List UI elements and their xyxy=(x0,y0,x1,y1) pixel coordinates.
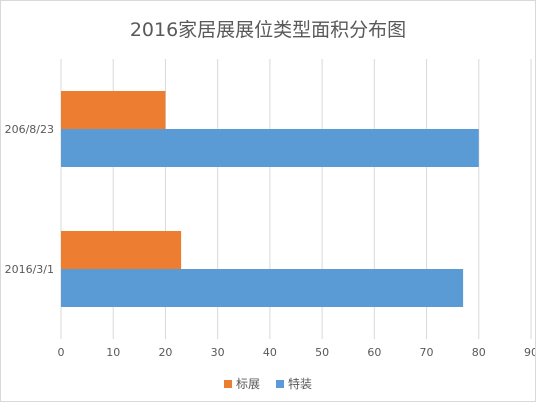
x-tick-label-60: 60 xyxy=(367,346,381,359)
bars xyxy=(61,91,479,307)
bar-tezhuang-1 xyxy=(61,129,479,167)
x-tick-label-90: 90 xyxy=(524,346,535,359)
x-tick-label-40: 40 xyxy=(263,346,277,359)
legend-item-tezhuang: 特装 xyxy=(276,375,312,392)
legend-swatch xyxy=(276,379,284,388)
y-axis-category-labels: 2016/3/1 206/8/23 xyxy=(5,123,54,276)
y-category-label-1: 206/8/23 xyxy=(5,123,54,136)
bar-biaozhan-0 xyxy=(61,231,182,269)
x-axis-tick-labels: 0 10 20 30 40 50 60 70 80 90 xyxy=(58,346,536,359)
legend-swatch xyxy=(223,379,232,388)
x-tick-label-50: 50 xyxy=(315,346,329,359)
legend-item-biaozhan: 标展 xyxy=(223,375,260,392)
chart-title: 2016家居展展位类型面积分布图 xyxy=(129,19,407,41)
bar-tezhuang-0 xyxy=(61,269,464,307)
x-tick-label-0: 0 xyxy=(58,346,65,359)
legend-label: 特装 xyxy=(288,377,313,391)
x-tick-label-10: 10 xyxy=(106,346,120,359)
legend: 标展 特装 xyxy=(1,375,535,392)
x-tick-label-20: 20 xyxy=(158,346,172,359)
legend-label: 标展 xyxy=(235,377,260,391)
y-category-label-0: 2016/3/1 xyxy=(5,263,54,276)
x-tick-label-30: 30 xyxy=(211,346,225,359)
bar-biaozhan-1 xyxy=(61,91,166,129)
x-tick-label-70: 70 xyxy=(420,346,434,359)
x-tick-label-80: 80 xyxy=(472,346,486,359)
